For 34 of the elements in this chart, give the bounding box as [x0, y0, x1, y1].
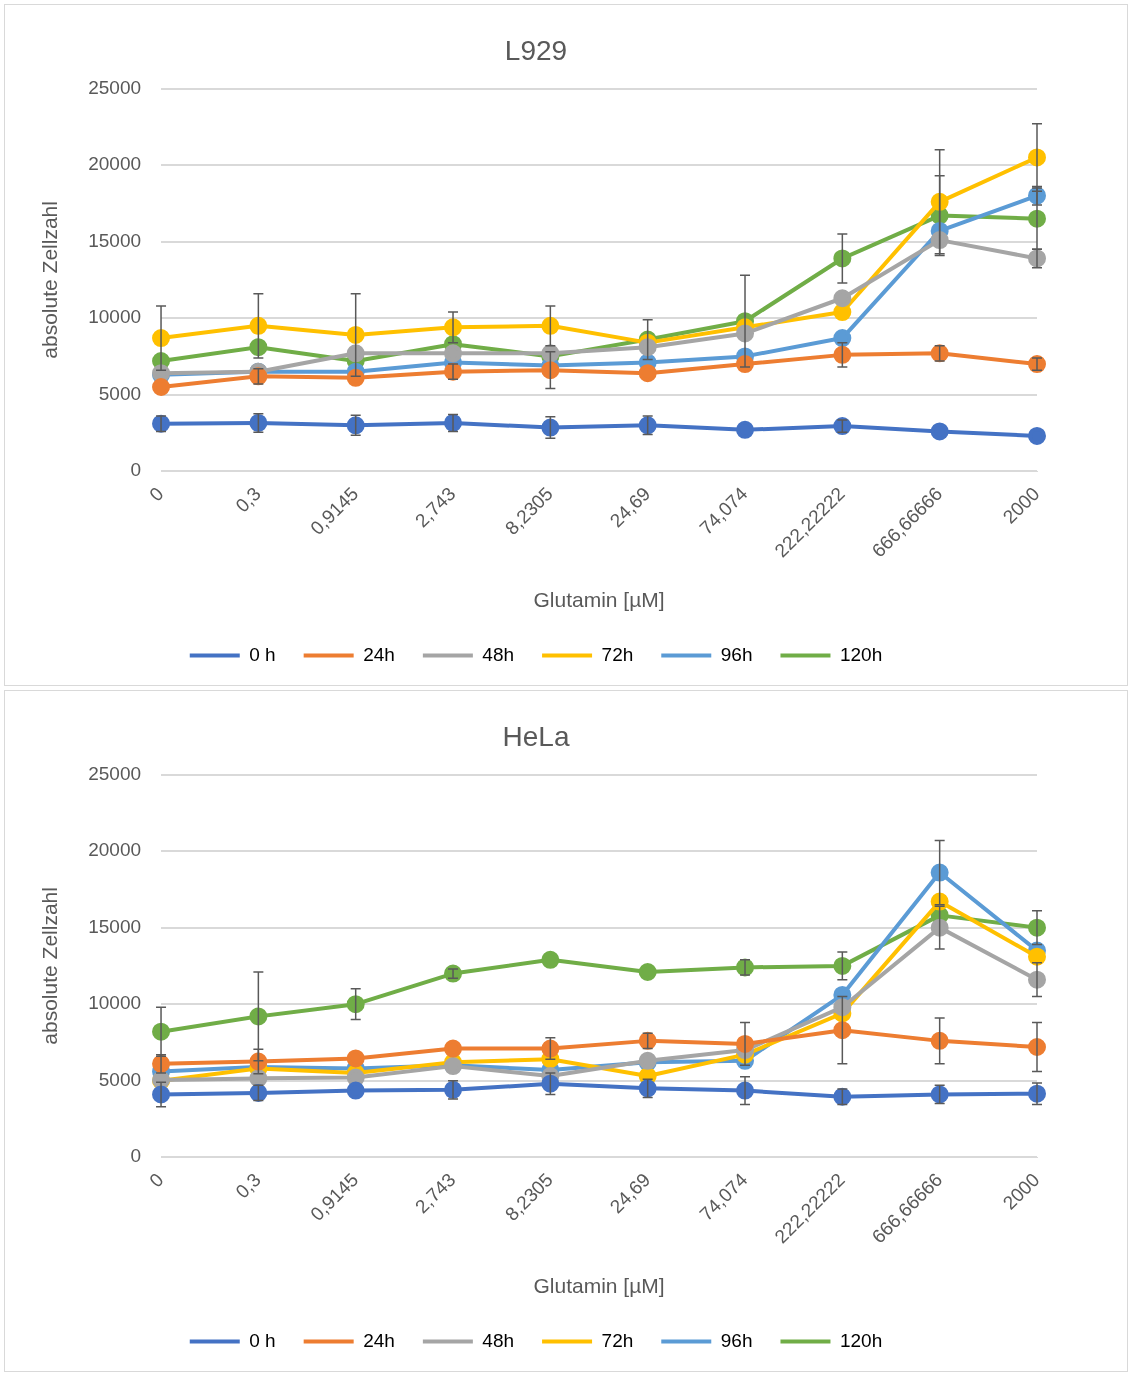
legend-label: 0 h	[249, 643, 276, 665]
legend-label: 96h	[720, 643, 753, 665]
legend-label: 48h	[482, 1329, 515, 1351]
x-tick-label: 0	[145, 482, 168, 506]
x-axis-title: Glutamin [µM]	[533, 1274, 665, 1298]
legend-label: 96h	[720, 1329, 753, 1351]
y-tick-label: 20000	[88, 153, 142, 175]
legend-label: 120h	[839, 1329, 883, 1351]
legend-label: 120h	[839, 643, 883, 665]
y-tick-label: 20000	[88, 839, 142, 861]
y-tick-label: 25000	[88, 762, 142, 784]
x-tick-label: 0,3	[231, 482, 265, 517]
y-tick-label: 0	[130, 1145, 142, 1167]
y-axis-title: absolute Zellzahl	[38, 887, 62, 1045]
y-axis-title: absolute Zellzahl	[38, 201, 62, 359]
y-tick-label: 25000	[88, 76, 142, 98]
legend-label: 72h	[601, 643, 634, 665]
chart-title: HeLa	[502, 720, 570, 752]
y-tick-label: 15000	[88, 915, 142, 937]
legend-label: 24h	[363, 643, 395, 665]
legend-label: 48h	[482, 643, 515, 665]
y-tick-label: 5000	[98, 1068, 142, 1090]
chart-title: L929	[504, 34, 568, 66]
x-tick-label: 0	[145, 1168, 168, 1192]
x-axis-title: Glutamin [µM]	[533, 588, 665, 612]
x-tick-label: 0,3	[231, 1168, 265, 1203]
y-tick-label: 0	[130, 459, 142, 481]
y-tick-label: 5000	[98, 382, 142, 404]
y-tick-label: 10000	[88, 306, 142, 328]
y-tick-label: 15000	[88, 229, 142, 251]
legend-label: 72h	[601, 1329, 634, 1351]
legend-label: 0 h	[249, 1329, 276, 1351]
y-tick-label: 10000	[88, 992, 142, 1014]
legend-label: 24h	[363, 1329, 395, 1351]
